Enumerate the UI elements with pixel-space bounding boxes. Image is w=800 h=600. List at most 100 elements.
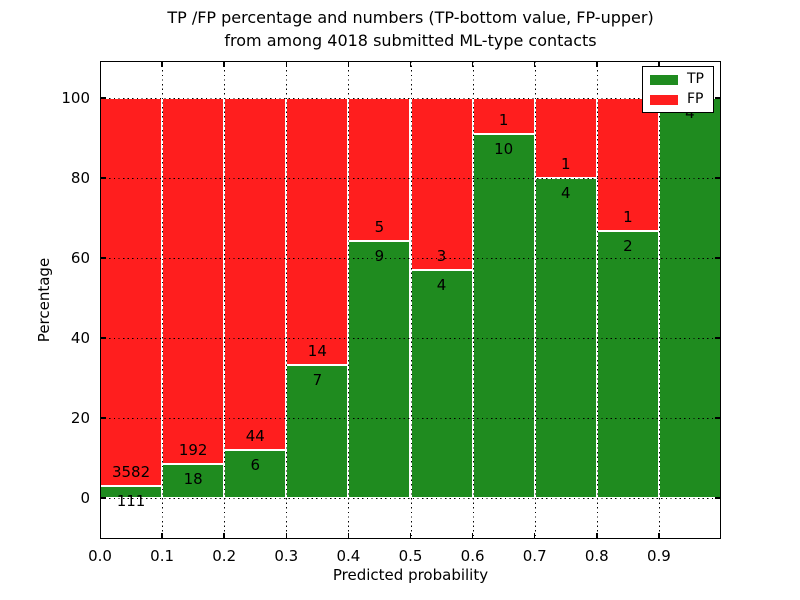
tp-count-label: 111 (116, 492, 146, 510)
vertical-gridline (162, 61, 164, 539)
y-tick-mark-left (100, 97, 106, 99)
x-tick-mark-top (471, 61, 474, 67)
fp-count-label: 1 (560, 155, 571, 173)
y-tick-label: 20 (70, 409, 90, 427)
vertical-gridline (658, 61, 660, 539)
chart-title: TP /FP percentage and numbers (TP-bottom… (100, 6, 721, 52)
x-tick-mark-bottom (596, 533, 598, 539)
horizontal-gridline (100, 498, 721, 499)
ticks-layer (100, 61, 721, 539)
fp-count-label: 44 (245, 427, 265, 445)
y-tick-mark-right (715, 337, 721, 339)
bars-layer (100, 61, 721, 539)
tp-bar-segment (348, 240, 411, 498)
y-tick-mark-left (100, 337, 106, 339)
y-tick-mark-left (100, 257, 106, 259)
tp-count-label: 7 (312, 370, 323, 389)
tp-bar-segment (162, 463, 225, 498)
y-tick-mark-right (715, 177, 721, 179)
x-tick-mark-top (285, 61, 288, 67)
fp-count-label: 1 (498, 111, 509, 130)
fp-legend-swatch (650, 94, 678, 105)
vertical-gridline (472, 61, 474, 539)
tp-legend-label: TP (687, 71, 704, 87)
y-tick-mark-right (715, 257, 721, 259)
vertical-gridline (596, 61, 598, 539)
x-tick-mark-bottom (658, 533, 660, 539)
plot-area: 3582 111 192 18 44 6 14 7 5 9 3 4 1 10 1 4 1 2 4 TP FP (100, 61, 721, 539)
y-tick-mark-left (100, 497, 106, 499)
x-tick-label: 0.0 (88, 547, 112, 565)
x-tick-mark-top (533, 61, 536, 67)
tp-count-label: 4 (436, 275, 447, 294)
tp-count-label: 4 (685, 104, 695, 122)
x-tick-label: 0.5 (398, 547, 423, 565)
x-tick-mark-bottom (285, 533, 288, 539)
fp-count-label: 3 (436, 246, 447, 265)
x-tick-mark-top (161, 61, 163, 67)
horizontal-gridline (100, 178, 721, 179)
y-tick-mark-left (100, 417, 106, 419)
x-tick-mark-bottom (533, 533, 536, 539)
x-tick-mark-top (223, 61, 225, 67)
x-tick-label: 0.1 (150, 547, 175, 565)
vertical-gridline (348, 61, 350, 539)
fp-legend-label: FP (687, 91, 704, 107)
y-tick-mark-right (715, 97, 721, 99)
x-tick-mark-bottom (471, 533, 474, 539)
labels-layer: 3582 111 192 18 44 6 14 7 5 9 3 4 1 10 1 4 1 2 4 (100, 61, 721, 539)
horizontal-gridline (100, 418, 721, 419)
y-tick-mark-left (100, 177, 106, 179)
vertical-gridline (410, 61, 412, 539)
tp-count-label: 9 (374, 246, 385, 265)
x-tick-mark-top (596, 61, 598, 67)
chart-title-line2: from among 4018 submitted ML-type contac… (224, 31, 597, 50)
legend-item-fp: FP (650, 92, 704, 107)
legend-item-tp: TP (650, 72, 704, 87)
tp-count-label: 2 (623, 237, 633, 256)
x-tick-mark-bottom (223, 533, 225, 539)
y-tick-label: 80 (70, 169, 90, 187)
y-tick-label: 40 (70, 329, 90, 347)
tp-count-label: 10 (494, 140, 514, 159)
x-tick-label: 0.6 (460, 547, 485, 565)
tp-legend-swatch (650, 74, 678, 85)
fp-count-label: 5 (374, 217, 385, 236)
x-tick-label: 0.3 (274, 547, 299, 565)
vertical-gridline (534, 61, 536, 539)
horizontal-gridline (100, 338, 721, 339)
x-tick-mark-bottom (409, 533, 412, 539)
y-tick-label: 60 (70, 249, 90, 267)
fp-bar-segment (410, 98, 473, 270)
tp-count-label: 4 (560, 184, 571, 202)
y-tick-mark-right (715, 417, 721, 419)
fp-count-label: 3582 (111, 463, 151, 481)
x-tick-label: 0.7 (522, 547, 547, 565)
x-tick-mark-top (658, 61, 660, 67)
tp-bar-segment (286, 364, 349, 498)
legend: TP FP (642, 66, 714, 113)
chart-title-line1: TP /FP percentage and numbers (TP-bottom… (167, 8, 654, 27)
fp-count-label: 14 (307, 341, 327, 360)
x-tick-label: 0.4 (336, 547, 361, 565)
fp-bar-segment (534, 98, 597, 178)
x-tick-label: 0.2 (212, 547, 237, 565)
y-tick-mark-right (715, 497, 721, 499)
horizontal-gridline (100, 98, 721, 99)
fp-bar-segment (162, 98, 225, 464)
x-tick-mark-top (409, 61, 412, 67)
vertical-gridline (224, 61, 226, 539)
tp-bar-segment (596, 231, 659, 498)
x-tick-label: 0.8 (584, 547, 609, 565)
x-tick-label: 0.9 (646, 547, 671, 565)
horizontal-gridline (100, 258, 721, 259)
x-axis-label: Predicted probability (332, 566, 489, 584)
fp-count-label: 192 (178, 440, 208, 459)
y-tick-label: 0 (80, 489, 90, 507)
x-tick-mark-bottom (161, 533, 163, 539)
x-tick-mark-bottom (347, 533, 350, 539)
fp-count-label: 1 (623, 208, 633, 227)
vertical-gridline (286, 61, 288, 539)
y-tick-label: 100 (61, 89, 90, 107)
